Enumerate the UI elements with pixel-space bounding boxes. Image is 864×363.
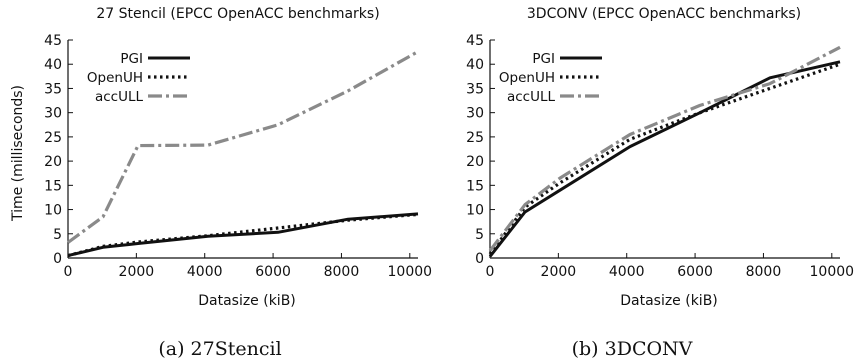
x-axis-label: Datasize (kiB) <box>620 293 718 309</box>
legend-label: accULL <box>507 89 556 105</box>
y-tick-label: 35 <box>44 81 62 97</box>
legend-label: PGI <box>120 51 143 67</box>
chart-1: 27 Stencil (EPCC OpenACC benchmarks) 0 5 10… <box>10 6 432 360</box>
chart-title: 3DCONV (EPCC OpenACC benchmarks) <box>527 6 801 22</box>
y-tick-label: 5 <box>53 227 62 243</box>
y-tick-label: 0 <box>53 251 62 267</box>
y-tick-label: 10 <box>466 203 484 219</box>
x-tick-label: 2000 <box>119 264 155 280</box>
y-tick-label: 0 <box>475 251 484 267</box>
y-tick-label: 15 <box>466 178 484 194</box>
chart-2: 3DCONV (EPCC OpenACC benchmarks) 0 5 10 15 20… <box>466 6 854 360</box>
x-tick-label: 4000 <box>187 264 223 280</box>
x-tick-label: 4000 <box>609 264 645 280</box>
y-tick-label: 30 <box>44 106 62 122</box>
y-tick-label: 40 <box>44 57 62 73</box>
x-tick-label: 0 <box>486 264 495 280</box>
y-tick-label: 15 <box>44 178 62 194</box>
x-axis-label: Datasize (kiB) <box>198 293 296 309</box>
y-tick-label: 45 <box>466 33 484 49</box>
y-tick-label: 10 <box>44 203 62 219</box>
x-tick-label: 8000 <box>324 264 360 280</box>
y-tick-label: 30 <box>466 106 484 122</box>
x-tick-label: 10000 <box>810 264 855 280</box>
x-tick-label: 8000 <box>746 264 782 280</box>
y-tick-label: 5 <box>475 227 484 243</box>
x-tick-label: 0 <box>64 264 73 280</box>
y-axis-label: Time (milliseconds) <box>10 85 26 222</box>
y-tick-label: 40 <box>466 57 484 73</box>
legend-label: OpenUH <box>499 70 555 86</box>
subfigure-caption: (b) 3DCONV <box>572 338 693 360</box>
x-tick-label: 10000 <box>388 264 433 280</box>
chart-title: 27 Stencil (EPCC OpenACC benchmarks) <box>96 6 379 22</box>
x-tick-label: 6000 <box>255 264 291 280</box>
y-tick-label: 35 <box>466 81 484 97</box>
subfigure-caption: (a) 27Stencil <box>158 338 281 360</box>
series-line-accull <box>488 45 841 252</box>
y-tick-label: 25 <box>466 130 484 146</box>
legend-label: OpenUH <box>87 70 143 86</box>
y-tick-label: 20 <box>44 154 62 170</box>
x-tick-label: 6000 <box>677 264 713 280</box>
y-tick-label: 20 <box>466 154 484 170</box>
x-tick-label: 2000 <box>541 264 577 280</box>
series-line-accull <box>67 50 419 244</box>
series-line-pgi <box>488 60 841 258</box>
series-line-openuh <box>67 212 419 258</box>
y-tick-label: 25 <box>44 130 62 146</box>
y-tick-label: 45 <box>44 33 62 49</box>
legend-label: PGI <box>532 51 555 67</box>
legend-label: accULL <box>95 89 144 105</box>
